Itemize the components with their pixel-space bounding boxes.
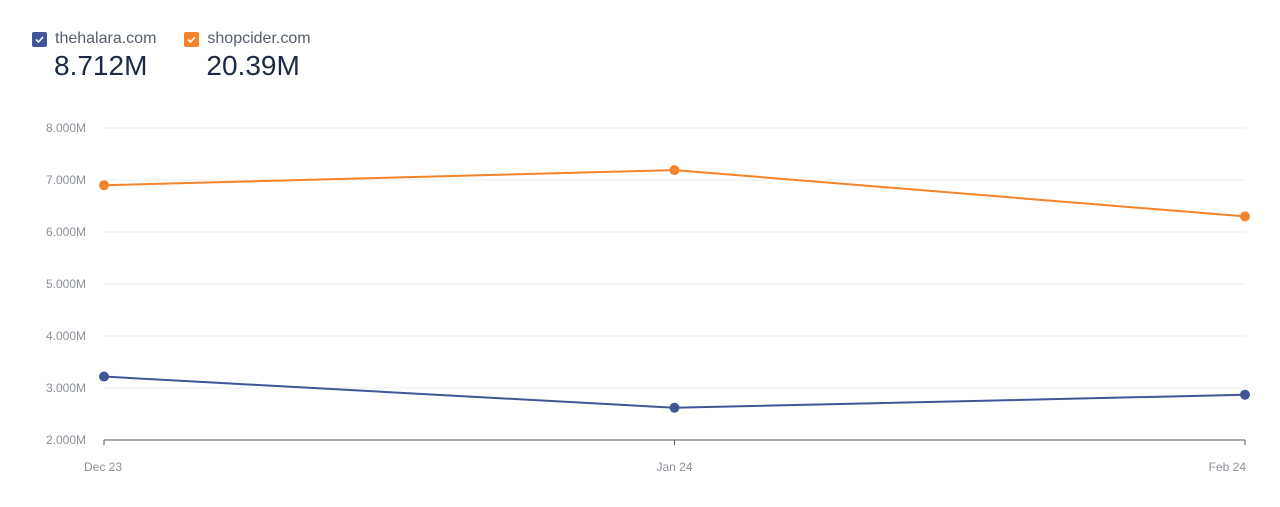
y-tick-label: 7.000M bbox=[46, 173, 86, 187]
legend-item-shopcider[interactable]: shopcider.com 20.39M bbox=[184, 30, 311, 82]
series-line-shopcider-com bbox=[103, 169, 1246, 218]
y-tick-label: 8.000M bbox=[46, 121, 86, 135]
data-point bbox=[669, 165, 680, 176]
x-tick-label: Jan 24 bbox=[656, 460, 692, 474]
legend-total: 20.39M bbox=[206, 50, 300, 81]
legend-label: shopcider.com bbox=[207, 30, 311, 47]
legend-total: 8.712M bbox=[54, 50, 148, 81]
data-point bbox=[669, 402, 680, 413]
legend-label: thehalara.com bbox=[55, 30, 157, 47]
x-tick-label: Feb 24 bbox=[1209, 460, 1247, 474]
y-tick-label: 4.000M bbox=[46, 329, 86, 343]
y-tick-label: 3.000M bbox=[46, 381, 86, 395]
data-point bbox=[99, 371, 109, 382]
checkbox-checked-icon[interactable] bbox=[32, 31, 47, 47]
data-point bbox=[99, 180, 109, 191]
data-point bbox=[1240, 389, 1250, 400]
y-tick-label: 2.000M bbox=[46, 433, 86, 447]
data-point bbox=[1240, 211, 1250, 222]
y-tick-label: 6.000M bbox=[46, 225, 86, 239]
legend-item-thehalara[interactable]: thehalara.com 8.712M bbox=[32, 30, 156, 82]
legend: thehalara.com 8.712M shopcider.com 20.39… bbox=[32, 30, 311, 82]
x-tick-label: Dec 23 bbox=[84, 460, 122, 474]
checkbox-checked-icon[interactable] bbox=[184, 31, 200, 47]
y-tick-label: 5.000M bbox=[46, 277, 86, 291]
